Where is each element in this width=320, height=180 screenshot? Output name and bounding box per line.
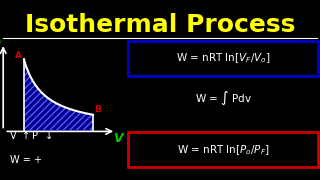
- Polygon shape: [24, 59, 93, 131]
- Text: W = nRT ln[$V_F$/$V_o$]: W = nRT ln[$V_F$/$V_o$]: [176, 51, 270, 65]
- Text: A: A: [15, 51, 22, 60]
- Text: W = nRT ln[$P_o$/$P_F$]: W = nRT ln[$P_o$/$P_F$]: [177, 143, 270, 157]
- Text: V: V: [113, 132, 122, 145]
- Text: W = +: W = +: [10, 155, 42, 165]
- Text: B: B: [94, 105, 101, 114]
- Text: $\rho$: $\rho$: [0, 37, 2, 51]
- Text: Isothermal Process: Isothermal Process: [25, 13, 295, 37]
- Text: ↑: ↑: [22, 131, 30, 141]
- Text: W = $\int$ Pdv: W = $\int$ Pdv: [195, 89, 252, 107]
- Text: P: P: [32, 131, 38, 141]
- Text: V: V: [10, 131, 16, 141]
- Text: ↓: ↓: [45, 131, 53, 141]
